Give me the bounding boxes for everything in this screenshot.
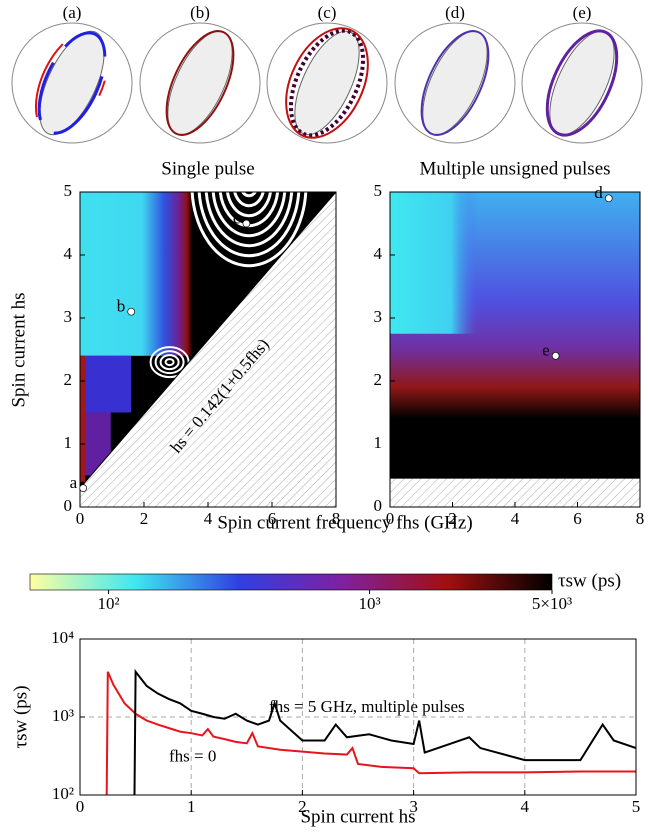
series-line xyxy=(133,668,637,796)
y-tick-label: 3 xyxy=(64,307,73,326)
y-tick-label: 0 xyxy=(374,496,383,515)
region xyxy=(390,192,478,334)
x-tick-label: 4 xyxy=(511,509,520,528)
marker xyxy=(79,484,88,492)
stripe xyxy=(154,350,185,375)
x-tick-label: 2 xyxy=(140,509,149,528)
region xyxy=(80,355,132,413)
x-tick-label: 10² xyxy=(98,594,120,613)
y-tick-label: 5 xyxy=(64,181,73,200)
y-axis-label: Spin current hs xyxy=(8,292,29,407)
x-tick-label: 3 xyxy=(409,797,418,816)
colorbar-label: τsw (ps) xyxy=(558,570,621,591)
stripe xyxy=(190,192,308,268)
stripe xyxy=(211,192,287,238)
stripe xyxy=(164,358,175,367)
region xyxy=(80,355,86,482)
x-tick-label: 8 xyxy=(332,509,341,528)
region xyxy=(80,192,193,356)
x-tick-label: 8 xyxy=(636,509,645,528)
hatched-region xyxy=(80,192,336,507)
stripe xyxy=(197,192,301,258)
panel-label: (d) xyxy=(445,3,465,22)
marker xyxy=(551,351,560,360)
spheres xyxy=(11,22,643,144)
x-tick-label: 4 xyxy=(521,797,530,816)
plot-frame xyxy=(79,638,637,796)
y-tick-label: 1 xyxy=(64,433,73,452)
marker-label: c xyxy=(233,208,241,227)
heatmap xyxy=(390,192,640,507)
heatmap xyxy=(80,192,336,507)
x-tick-label: 0 xyxy=(76,509,85,528)
panel-label: (a) xyxy=(63,3,82,22)
x-tick-label: 0 xyxy=(76,797,85,816)
x-tick-label: 10³ xyxy=(359,594,381,613)
stripe xyxy=(241,192,257,198)
x-tick-label: 4 xyxy=(204,509,213,528)
panel-title: Single pulse xyxy=(161,158,254,179)
panel-title: Multiple unsigned pulses xyxy=(419,158,610,179)
x-tick-label: 6 xyxy=(573,509,582,528)
stripe xyxy=(233,192,265,208)
y-tick-label: 10³ xyxy=(52,706,74,725)
marker xyxy=(242,219,251,228)
y-tick-label: 0 xyxy=(64,496,73,515)
marker-label: e xyxy=(542,341,550,360)
stripe xyxy=(225,192,272,218)
x-tick-label: 5 xyxy=(632,797,641,816)
panel-label: (e) xyxy=(573,3,592,22)
x-tick-label: 2 xyxy=(448,509,457,528)
x-tick-label: 5×10³ xyxy=(532,594,572,613)
marker xyxy=(604,194,613,203)
marker-label: a xyxy=(70,473,78,492)
marker-label: b xyxy=(117,297,126,316)
x-axis-label: Spin current frequency fhs (GHz) xyxy=(217,512,472,533)
x-tick-label: 0 xyxy=(386,509,395,528)
y-axis-label: τsw (ps) xyxy=(10,685,31,748)
y-tick-label: 2 xyxy=(374,370,383,389)
x-tick-label: 1 xyxy=(187,797,196,816)
marker-label: d xyxy=(594,183,603,202)
y-tick-label: 1 xyxy=(374,433,383,452)
x-tick-label: 2 xyxy=(298,797,307,816)
y-tick-label: 2 xyxy=(64,370,73,389)
y-tick-label: 10² xyxy=(52,784,74,803)
y-tick-label: 3 xyxy=(374,307,383,326)
y-tick-label: 4 xyxy=(64,244,73,263)
x-axis-label: Spin current hs xyxy=(300,806,415,827)
stripe xyxy=(204,192,294,248)
y-tick-label: 5 xyxy=(374,181,383,200)
marker xyxy=(127,307,136,316)
colorbar xyxy=(29,573,553,591)
annotation: fhs = 0 xyxy=(169,747,216,766)
x-tick-label: 6 xyxy=(268,509,277,528)
y-tick-label: 10⁴ xyxy=(51,628,74,647)
annotation: fhs = 5 GHz, multiple pulses xyxy=(269,697,465,716)
series-line xyxy=(105,671,636,796)
panel-label: (b) xyxy=(190,3,210,22)
panel-label: (c) xyxy=(318,3,337,22)
stripe xyxy=(159,354,180,371)
y-tick-label: 4 xyxy=(374,244,383,263)
